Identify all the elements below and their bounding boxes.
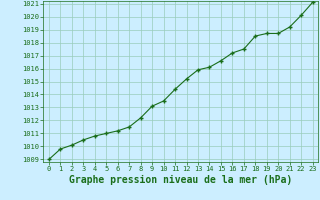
X-axis label: Graphe pression niveau de la mer (hPa): Graphe pression niveau de la mer (hPa) — [69, 175, 292, 185]
